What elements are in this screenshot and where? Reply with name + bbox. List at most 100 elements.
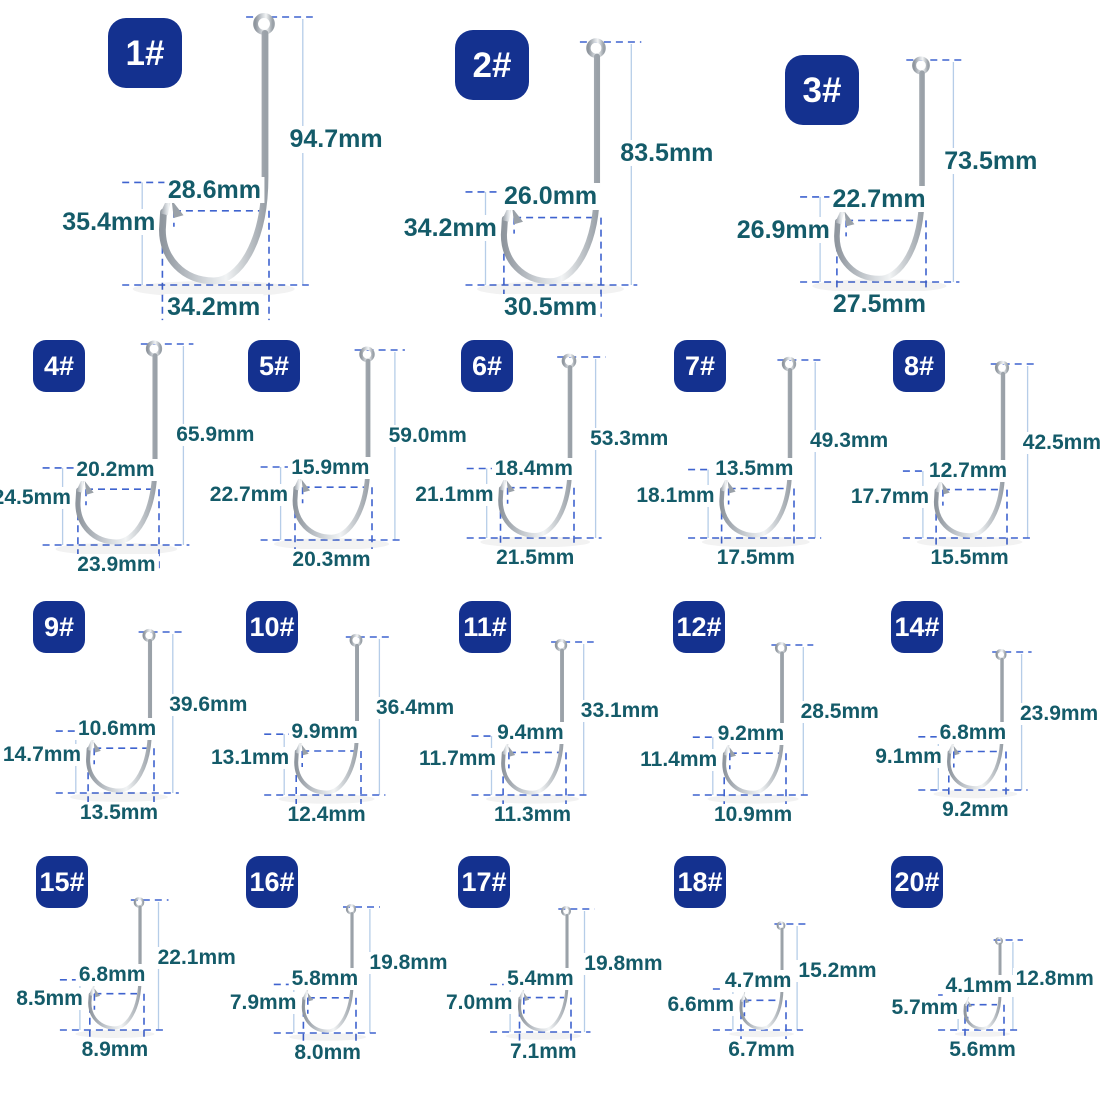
bend-height-label: 24.5mm (0, 486, 74, 509)
hook-size-badge: 2# (455, 30, 529, 100)
hook-eye (560, 906, 572, 917)
fishing-hook-illustration (933, 649, 1018, 799)
overall-width-label: 20.3mm (289, 548, 374, 572)
total-length-label: 42.5mm (1019, 431, 1100, 454)
bend-height-label: 22.7mm (206, 484, 291, 507)
gap-width-label: 5.4mm (504, 967, 577, 990)
fishing-hook-illustration (916, 360, 1023, 548)
fishing-hook-illustration (486, 638, 579, 804)
hook-size-badge: 18# (674, 856, 726, 908)
hook-eye (253, 13, 275, 35)
overall-width-label: 10.9mm (710, 803, 796, 827)
overall-width-label: 23.9mm (74, 553, 159, 577)
bend-height-label: 13.1mm (207, 746, 293, 769)
hook-size-badge: 6# (461, 340, 513, 392)
fishing-hook-illustration (70, 628, 168, 802)
hook-size-badge: 8# (893, 340, 945, 392)
hook-size-badge: 16# (246, 856, 298, 908)
hook-point (740, 989, 746, 1003)
overall-width-label: 15.5mm (927, 546, 1012, 570)
hook-barb (171, 200, 184, 218)
hook-size-badge: 9# (33, 601, 85, 653)
bend-height-label: 17.7mm (847, 485, 933, 509)
overall-width-label: 21.5mm (493, 546, 578, 570)
hook-figure (273, 904, 380, 1059)
overall-width-label: 8.0mm (291, 1041, 364, 1065)
hook-barb (953, 745, 960, 756)
hook-figure (264, 633, 390, 821)
hook-barb (93, 741, 101, 753)
hook-size-badge: 15# (36, 856, 88, 908)
total-length-label: 53.3mm (587, 427, 672, 451)
hook-eye (554, 638, 568, 652)
hook-figure (42, 340, 194, 572)
total-length-label: 28.5mm (797, 701, 882, 724)
bend-height-label: 14.7mm (0, 743, 85, 767)
bend-height-label: 5.7mm (888, 997, 961, 1020)
total-length-label: 65.9mm (173, 424, 258, 447)
bend-height-label: 26.9mm (733, 216, 833, 243)
gap-width-label: 9.2mm (714, 723, 788, 746)
fishing-hook-illustration (701, 356, 810, 548)
hook-barb (506, 480, 515, 493)
overall-width-label: 30.5mm (500, 294, 601, 320)
fishing-hook-illustration (289, 904, 367, 1041)
fishing-hook-illustration (729, 921, 794, 1038)
hook-size-badge: 7# (674, 340, 726, 392)
gap-width-label: 20.2mm (73, 459, 158, 482)
hook-barb (301, 479, 310, 493)
hook-eye (994, 360, 1010, 375)
hook-size-badge: 20# (891, 856, 943, 908)
hook-eye (774, 641, 788, 655)
hook-eye (133, 897, 145, 908)
hook-size-badge: 3# (785, 55, 859, 125)
hook-eye (349, 633, 363, 647)
hook-size-badge: 1# (108, 18, 182, 88)
fishing-hook-illustration (75, 897, 155, 1038)
hook-barb (968, 1001, 973, 1008)
hook-eye (995, 649, 1007, 661)
bend-height-label: 7.9mm (226, 991, 300, 1015)
overall-width-label: 17.5mm (713, 546, 798, 570)
gap-width-label: 6.8mm (75, 963, 149, 986)
overall-width-label: 12.4mm (284, 803, 369, 827)
hook-barb (744, 996, 750, 1004)
dimension-guides (712, 923, 808, 1056)
hook-size-badge: 5# (248, 340, 300, 392)
gap-width-label: 18.4mm (491, 457, 576, 480)
hook-barb (942, 482, 950, 495)
gap-width-label: 5.8mm (288, 967, 362, 990)
total-length-label: 19.8mm (581, 952, 666, 975)
fishing-hook-illustration (477, 38, 624, 297)
hook-barb (307, 992, 314, 1002)
overall-width-label: 11.3mm (490, 803, 575, 827)
hook-barb (727, 481, 736, 494)
fishing-hook-illustration (55, 340, 178, 556)
hook-barb (512, 207, 523, 225)
bend-height-label: 9.1mm (872, 746, 945, 769)
hook-barb (729, 747, 737, 758)
bend-height-label: 11.7mm (416, 747, 500, 770)
hook-eye (781, 356, 797, 372)
hook-eye (776, 921, 786, 930)
overall-width-label: 27.5mm (829, 291, 929, 317)
gap-width-label: 4.7mm (721, 970, 795, 993)
total-length-label: 19.8mm (366, 952, 451, 975)
fishing-hook-illustration (812, 56, 947, 293)
total-length-label: 59.0mm (385, 425, 470, 448)
hook-size-badge: 11# (459, 601, 511, 653)
hook-eye (994, 936, 1003, 945)
bend-height-label: 21.1mm (412, 484, 497, 507)
total-length-label: 73.5mm (941, 148, 1041, 174)
hook-size-badge: 10# (246, 601, 298, 653)
fishing-hook-illustration (480, 353, 591, 548)
overall-width-label: 7.1mm (507, 1040, 580, 1064)
gap-width-label: 9.9mm (288, 720, 361, 744)
overall-width-label: 5.6mm (946, 1038, 1019, 1062)
fishing-hook-illustration (132, 13, 295, 298)
total-length-label: 94.7mm (286, 126, 386, 153)
total-length-label: 36.4mm (373, 697, 458, 720)
total-length-label: 23.9mm (1017, 702, 1100, 725)
hook-eye (561, 353, 577, 369)
total-length-label: 83.5mm (617, 139, 717, 166)
